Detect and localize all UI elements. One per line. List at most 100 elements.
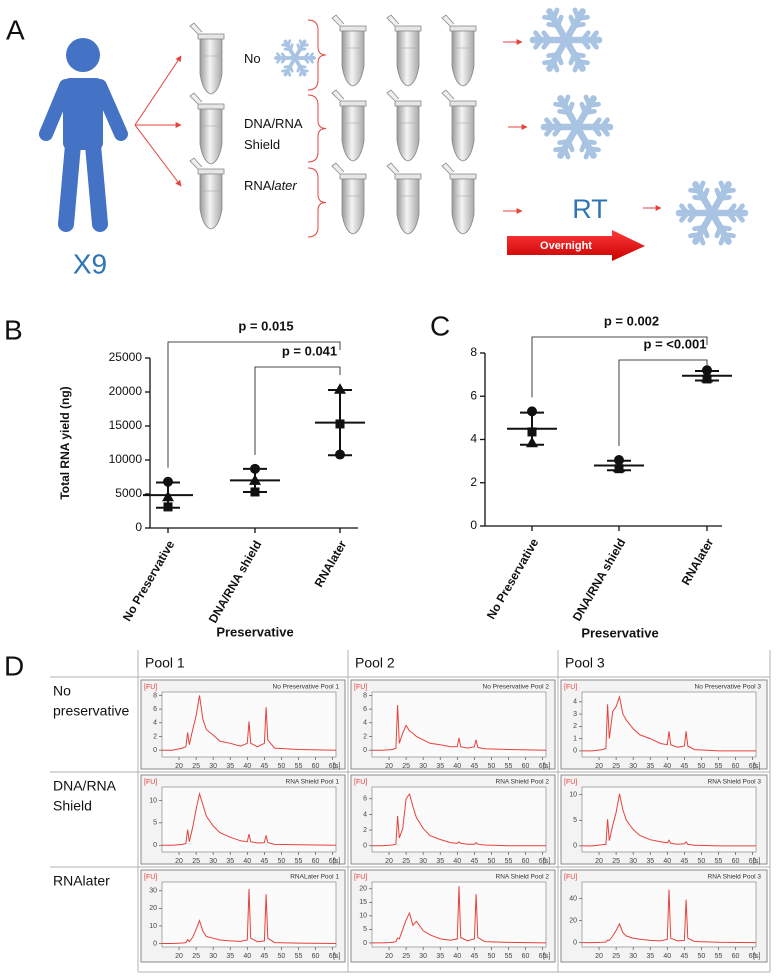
snowflake-branch bbox=[576, 14, 590, 21]
brace bbox=[307, 19, 327, 91]
y-tick-label: 5 bbox=[573, 817, 577, 824]
p-value: p = 0.015 bbox=[238, 318, 293, 333]
tube-cap bbox=[449, 173, 477, 180]
x-tick-label: 30 bbox=[629, 953, 637, 960]
y-tick-label: 5 bbox=[363, 926, 367, 933]
snowflake bbox=[529, 7, 603, 73]
x-tick-label: 20 bbox=[175, 858, 183, 865]
snowflake-branch bbox=[688, 232, 702, 239]
x-tick-label: 35 bbox=[226, 953, 234, 960]
y-tick-label: 20 bbox=[569, 917, 577, 924]
overnight-arrow bbox=[507, 230, 645, 261]
y-tick-label: 0 bbox=[363, 747, 367, 754]
x-tick-label: 45 bbox=[260, 858, 268, 865]
tube-body bbox=[396, 29, 420, 87]
y-tick-label: 5 bbox=[153, 820, 157, 827]
y-tick-label: 10 bbox=[149, 923, 157, 930]
tube-lid bbox=[189, 157, 203, 170]
snowflake-branch bbox=[571, 21, 586, 29]
x-tick-label: 40 bbox=[453, 953, 461, 960]
x-tick-label: 50 bbox=[698, 763, 706, 770]
x-tick-label: 20 bbox=[175, 953, 183, 960]
x-tick-label: 35 bbox=[436, 858, 444, 865]
x-tick-label: 45 bbox=[680, 953, 688, 960]
condition-text: No bbox=[244, 51, 261, 66]
y-tick-label: 6 bbox=[470, 388, 477, 402]
tube-lid bbox=[331, 89, 345, 102]
tube-lid bbox=[331, 162, 345, 175]
brace bbox=[307, 94, 327, 163]
snowflake-branch bbox=[717, 194, 732, 202]
snowflake-branch bbox=[552, 117, 563, 130]
split-arrows bbox=[134, 39, 662, 214]
tube-cap bbox=[449, 25, 477, 32]
y-tick-label: 0 bbox=[470, 518, 477, 532]
x-unit: [s] bbox=[543, 953, 550, 960]
y-tick-label: 15 bbox=[359, 899, 367, 906]
data-point bbox=[702, 365, 712, 376]
person-icon bbox=[39, 38, 128, 232]
y-tick-label: 2 bbox=[470, 475, 477, 489]
y-unit: [FU] bbox=[144, 874, 157, 881]
x-tick-label: 65 bbox=[749, 953, 757, 960]
panel-label: A bbox=[6, 14, 25, 45]
x-tick-label: 25 bbox=[192, 953, 200, 960]
y-tick-label: 0 bbox=[363, 843, 367, 850]
snowflake-branch bbox=[283, 64, 292, 69]
x-tick-label: 55 bbox=[715, 858, 723, 865]
trace bbox=[582, 694, 756, 752]
x-tick-label: 40 bbox=[663, 953, 671, 960]
y-tick-label: 4 bbox=[363, 811, 367, 818]
x-tick-label: 40 bbox=[243, 953, 251, 960]
data-point bbox=[701, 371, 713, 383]
trace bbox=[582, 889, 757, 944]
panel-label: D bbox=[4, 650, 24, 681]
tube bbox=[386, 162, 422, 235]
y-tick-label: 20 bbox=[149, 905, 157, 912]
x-tick-label: 30 bbox=[419, 858, 427, 865]
panel-title: No Preservative Pool 3 bbox=[695, 684, 762, 691]
panel-title: RNA Shield Pool 2 bbox=[496, 779, 550, 786]
y-tick-label: 10 bbox=[359, 913, 367, 920]
snowflake-branch bbox=[697, 180, 706, 194]
y-tick-label: 10 bbox=[149, 797, 157, 804]
snowflake-branch bbox=[542, 59, 556, 66]
data-point bbox=[162, 490, 174, 502]
x-tick-label: 40 bbox=[663, 858, 671, 865]
condition-label: No bbox=[244, 51, 261, 66]
condition-text: DNA/RNA bbox=[244, 116, 303, 131]
x-tick-label: 65 bbox=[539, 953, 547, 960]
x-tick-label: 20 bbox=[595, 763, 603, 770]
snowflake-branch bbox=[566, 101, 575, 116]
y-tick-label: 6 bbox=[363, 706, 367, 713]
x-tick-label: 30 bbox=[419, 763, 427, 770]
snowflake-branch bbox=[281, 68, 290, 73]
x-tick-label: 50 bbox=[278, 763, 286, 770]
tube-lid bbox=[441, 89, 455, 102]
tube-body bbox=[341, 177, 365, 235]
data-point bbox=[335, 419, 345, 429]
x-tick-label: 45 bbox=[680, 763, 688, 770]
panel-title: RNA Shield Pool 2 bbox=[496, 874, 550, 881]
tube-lid bbox=[386, 14, 400, 27]
x-tick-label: 50 bbox=[698, 953, 706, 960]
y-tick-label: 8 bbox=[470, 345, 477, 359]
data-point bbox=[250, 487, 260, 497]
x-unit: [s] bbox=[333, 763, 340, 770]
data-point bbox=[335, 449, 345, 460]
snowflake-branch bbox=[588, 37, 599, 50]
y-tick-label: 0 bbox=[135, 520, 142, 534]
x-tick-label: 30 bbox=[209, 953, 217, 960]
x-tick-label: 40 bbox=[663, 763, 671, 770]
snowflake-branch bbox=[572, 59, 581, 73]
x-tick-label: 25 bbox=[192, 763, 200, 770]
snowflake-branch bbox=[701, 187, 710, 202]
x-tick-label: 25 bbox=[402, 953, 410, 960]
x-unit: [s] bbox=[543, 763, 550, 770]
x-tick-label: DNA/RNA shield bbox=[206, 538, 265, 625]
x-tick-label: 35 bbox=[646, 858, 654, 865]
snowflake-branch bbox=[580, 37, 591, 50]
condition-label: Shield bbox=[244, 137, 280, 152]
y-tick-label: 20 bbox=[359, 886, 367, 893]
x-tick-label: 65 bbox=[539, 858, 547, 865]
